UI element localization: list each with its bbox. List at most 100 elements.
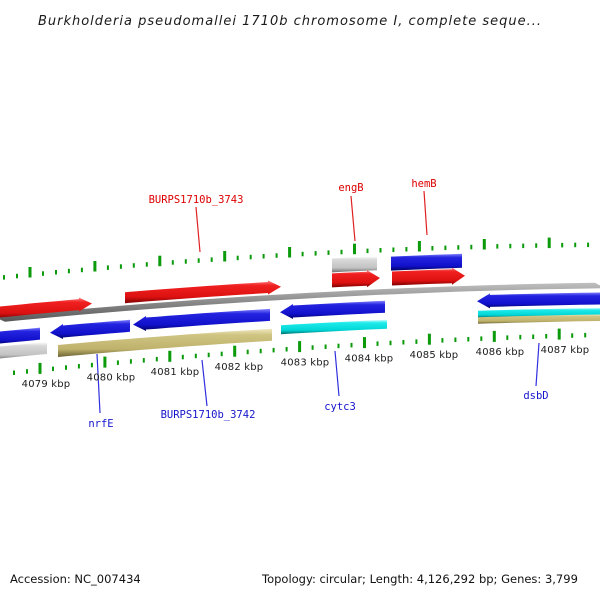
minor-tick-bottom (571, 333, 574, 338)
minor-tick-top (80, 267, 83, 273)
major-tick-bottom (363, 337, 366, 349)
gene-nrfE[interactable] (50, 319, 130, 339)
gene-hemB-category[interactable] (391, 253, 462, 271)
gene-BURPS1710b_3743[interactable] (125, 280, 281, 304)
major-tick-bottom (168, 350, 172, 362)
map-labels: 4079 kbp 4080 kbp 4081 kbp 4082 kbp 4083 kbp… (22, 178, 590, 430)
gene-label-dsbD[interactable]: dsbD (523, 390, 548, 402)
leader-line-hemB (423, 190, 428, 236)
gene-engB-category[interactable] (332, 256, 377, 273)
gene-reverse-silver[interactable] (0, 342, 47, 360)
major-tick-top (28, 267, 32, 278)
minor-tick-top (106, 265, 109, 270)
gene-reverse-blue-c[interactable] (133, 308, 270, 331)
minor-tick-bottom (389, 340, 392, 346)
leader-line-cytc3 (334, 350, 340, 397)
minor-tick-bottom (376, 341, 379, 346)
scale-label-4086-kbp: 4086 kbp (476, 347, 525, 358)
scale-label-4084-kbp: 4084 kbp (345, 353, 394, 364)
minor-tick-bottom (207, 352, 210, 358)
minor-tick-top (171, 260, 174, 265)
minor-tick-top (210, 257, 213, 262)
major-tick-bottom (557, 328, 561, 340)
minor-tick-bottom (337, 343, 340, 349)
leader-line-engB (350, 195, 356, 242)
minor-tick-bottom (441, 338, 444, 343)
minor-tick-top (197, 258, 200, 263)
minor-tick-top (522, 243, 525, 249)
major-tick-top (223, 251, 227, 262)
gene-label-engB[interactable]: engB (338, 182, 363, 194)
minor-tick-top (236, 255, 239, 261)
major-tick-bottom (103, 356, 107, 368)
minor-tick-bottom (532, 334, 535, 339)
gene-reverse-blue-a[interactable] (0, 327, 40, 345)
minor-tick-top (262, 254, 265, 259)
minor-tick-top (184, 259, 187, 264)
minor-tick-top (327, 250, 330, 255)
minor-tick-bottom (402, 340, 405, 345)
minor-tick-top (314, 251, 317, 256)
major-tick-bottom (492, 330, 496, 342)
minor-tick-bottom (220, 351, 223, 357)
scale-label-4083-kbp: 4083 kbp (281, 357, 330, 368)
major-tick-bottom (427, 333, 431, 345)
major-tick-bottom (298, 341, 302, 353)
scale-label-4082-kbp: 4082 kbp (215, 362, 264, 373)
major-tick-top (547, 237, 551, 249)
gene-forward-red-1[interactable] (0, 297, 92, 319)
minor-tick-top (275, 253, 278, 258)
major-tick-top (158, 255, 162, 267)
leader-line-nrfE (96, 353, 101, 414)
scale-label-4085-kbp: 4085 kbp (410, 350, 459, 361)
minor-tick-bottom (324, 344, 327, 349)
minor-tick-bottom (142, 358, 145, 363)
major-tick-top (482, 239, 486, 250)
gene-BURPS1710b_3742[interactable] (58, 328, 272, 357)
minor-tick-top (42, 271, 44, 276)
topology-text: Topology: circular; Length: 4,126,292 bp… (261, 572, 578, 586)
minor-tick-top (55, 270, 57, 275)
gene-label-hemB[interactable]: hemB (411, 178, 436, 190)
gene-label-BURPS1710b_3743[interactable]: BURPS1710b_3743 (149, 194, 244, 206)
minor-tick-bottom (52, 366, 54, 372)
genome-backbone (0, 282, 600, 322)
minor-tick-top (496, 244, 499, 249)
minor-tick-bottom (13, 370, 15, 375)
minor-tick-top (145, 262, 148, 267)
minor-tick-bottom (584, 332, 587, 338)
minor-tick-bottom (545, 334, 548, 339)
minor-tick-bottom (272, 347, 275, 353)
leader-line-dsbD (535, 342, 540, 387)
major-tick-top (93, 261, 97, 272)
backbone-band (0, 282, 600, 322)
minor-tick-top (470, 244, 473, 250)
minor-tick-top (132, 263, 135, 268)
major-tick-top (288, 247, 292, 258)
minor-tick-top (379, 248, 382, 253)
gene-label-cytc3[interactable]: cytc3 (324, 401, 356, 413)
gene-label-nrfE[interactable]: nrfE (88, 418, 113, 430)
minor-tick-bottom (519, 334, 522, 340)
minor-tick-bottom (194, 353, 197, 359)
minor-tick-top (67, 268, 70, 274)
minor-tick-top (366, 248, 369, 254)
scale-label-4081-kbp: 4081 kbp (151, 367, 200, 378)
gene-cytc3[interactable] (281, 319, 387, 335)
minor-tick-top (16, 273, 18, 279)
gene-hemB[interactable] (392, 267, 465, 286)
gene-dsbD[interactable] (477, 292, 600, 309)
minor-tick-top (587, 242, 590, 248)
gene-engB[interactable] (332, 270, 380, 288)
gene-label-BURPS1710b_3742[interactable]: BURPS1710b_3742 (161, 409, 256, 421)
gene-reverse-blue-d[interactable] (280, 300, 385, 319)
minor-tick-bottom (350, 342, 353, 348)
minor-tick-top (392, 247, 395, 252)
minor-tick-top (457, 245, 460, 250)
gene-label-leader-lines (96, 190, 540, 414)
minor-tick-bottom (506, 335, 509, 340)
gene-reverse-olive-b[interactable] (478, 314, 600, 324)
minor-tick-top (340, 249, 343, 255)
minor-tick-bottom (65, 365, 67, 370)
